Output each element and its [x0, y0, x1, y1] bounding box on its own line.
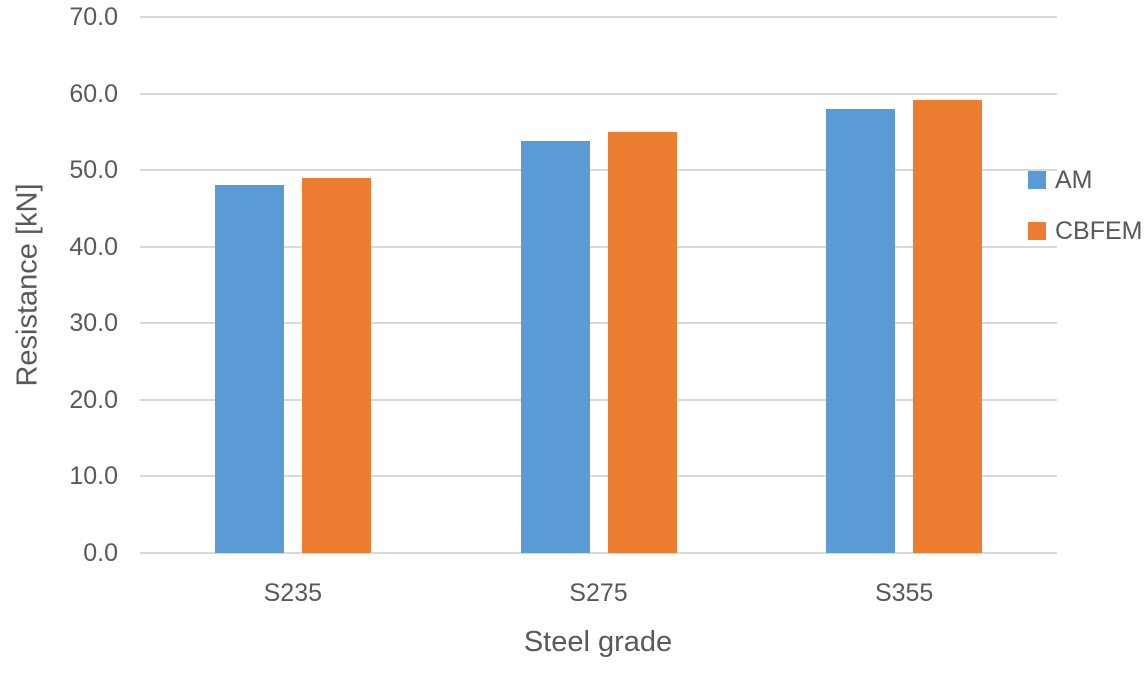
bar-am-s235: [214, 185, 284, 553]
legend-item-am: AM: [1028, 166, 1093, 194]
gridline-50.0: [140, 169, 1057, 172]
gridline-0.0: [140, 552, 1057, 554]
gridline-70.0: [140, 16, 1057, 18]
legend-item-cbfem: CBFEM: [1028, 217, 1143, 245]
y-axis-title: Resistance [kN]: [11, 183, 44, 387]
x-category-label: S355: [874, 579, 934, 607]
legend-swatch-am: [1028, 171, 1046, 189]
bar-cbfem-s275: [607, 131, 677, 553]
gridline-30.0: [140, 322, 1057, 325]
gridline-20.0: [140, 398, 1057, 401]
legend-label: AM: [1055, 166, 1093, 194]
bar-cbfem-s355: [913, 99, 983, 553]
legend-label: CBFEM: [1055, 217, 1143, 245]
x-axis-title: Steel grade: [523, 626, 673, 658]
y-tick-label: 60.0: [69, 79, 118, 108]
gridline-10.0: [140, 475, 1057, 478]
bar-am-s355: [826, 108, 896, 553]
bar-cbfem-s235: [301, 177, 371, 553]
y-tick-label: 10.0: [69, 462, 118, 491]
x-category-label: S275: [569, 579, 628, 607]
x-category-label: S235: [263, 579, 323, 607]
y-tick-label: 70.0: [69, 3, 118, 31]
y-tick-label: 50.0: [69, 156, 118, 185]
bar-am-s275: [520, 141, 590, 553]
legend-swatch-cbfem: [1028, 222, 1046, 240]
gridline-60.0: [140, 92, 1057, 95]
y-tick-label: 20.0: [69, 385, 118, 414]
gridline-40.0: [140, 245, 1057, 248]
y-tick-label: 40.0: [69, 232, 118, 261]
y-tick-label: 30.0: [69, 309, 118, 338]
y-tick-label: 0.0: [83, 539, 118, 567]
